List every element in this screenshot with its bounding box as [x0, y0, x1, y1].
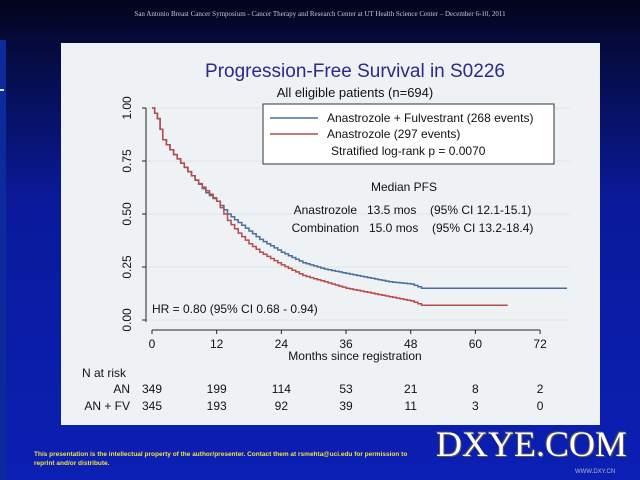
x-tick-label: 48 — [404, 337, 418, 351]
x-tick-label: 60 — [469, 337, 483, 351]
chart-title: Progression-Free Survival in S0226 — [205, 61, 505, 82]
at-risk-value: 53 — [339, 382, 353, 396]
at-risk-value: 3 — [472, 399, 479, 413]
at-risk-value: 345 — [142, 399, 162, 413]
at-risk-value: 199 — [207, 382, 227, 396]
y-tick-label: 0.00 — [120, 308, 134, 332]
x-tick-label: 0 — [149, 337, 156, 351]
at-risk-value: 0 — [537, 399, 544, 413]
y-tick-label: 0.25 — [120, 255, 134, 279]
legend-label-anastrozole: Anastrozole (297 events) — [327, 127, 460, 141]
watermark-logo: DXYE.COM — [436, 424, 628, 464]
survival-curve-0 — [152, 107, 567, 289]
at-risk-value: 2 — [537, 382, 544, 396]
km-chart: Progression-Free Survival in S0226 All e… — [82, 61, 570, 413]
at-risk-value: 21 — [404, 382, 418, 396]
at-risk-label-an: AN — [113, 382, 130, 396]
chart-panel: Progression-Free Survival in S0226 All e… — [61, 43, 600, 425]
at-risk-title: N at risk — [82, 366, 127, 380]
legend-label-combination: Anastrozole + Fulvestrant (268 events) — [327, 111, 533, 125]
chart-subtitle: All eligible patients (n=694) — [277, 85, 433, 100]
logrank-p: Stratified log-rank p = 0.0070 — [331, 144, 486, 158]
x-tick-label: 12 — [210, 337, 224, 351]
y-tick-label: 0.75 — [120, 149, 134, 173]
y-tick-label: 0.50 — [120, 202, 134, 226]
at-risk-value: 114 — [272, 382, 291, 396]
median-title: Median PFS — [371, 180, 437, 194]
slide-footer: This presentation is the intellectual pr… — [34, 451, 408, 467]
at-risk-value: 8 — [472, 382, 479, 396]
at-risk-value: 349 — [142, 382, 162, 396]
x-tick-label: 36 — [339, 337, 353, 351]
median-value-2: 15.0 mos — [369, 221, 418, 235]
median-value-1: 13.5 mos — [367, 203, 416, 217]
median-ci-1: (95% CI 12.1-15.1) — [430, 203, 531, 217]
at-risk-value: 193 — [207, 399, 227, 413]
slide-header: San Antonio Breast Cancer Symposium - Ca… — [134, 10, 506, 18]
y-tick-label: 1.00 — [120, 96, 134, 120]
at-risk-value: 39 — [339, 399, 353, 413]
x-tick-label: 24 — [275, 337, 289, 351]
median-ci-2: (95% CI 13.2-18.4) — [432, 221, 533, 235]
x-axis-label: Months since registration — [288, 349, 421, 363]
left-strip — [0, 40, 6, 480]
median-arm-1: Anastrozole — [294, 203, 358, 217]
hazard-ratio: HR = 0.80 (95% CI 0.68 - 0.94) — [152, 302, 318, 316]
survival-curve-1 — [152, 107, 508, 306]
at-risk-value: 11 — [404, 399, 417, 413]
left-tick — [0, 89, 4, 91]
at-risk-label-anfv: AN + FV — [84, 399, 130, 413]
at-risk-value: 92 — [275, 399, 289, 413]
watermark-url: WWW.DXY.CN — [575, 469, 616, 475]
x-tick-label: 72 — [533, 337, 547, 351]
median-arm-2: Combination — [292, 221, 359, 235]
